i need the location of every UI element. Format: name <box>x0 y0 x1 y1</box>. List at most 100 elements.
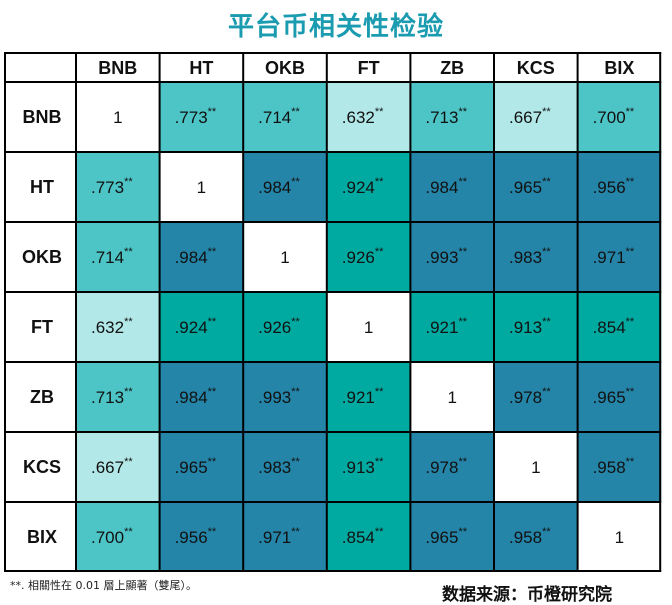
cell-ht-ht <box>159 152 244 222</box>
cell-value: 1 <box>531 458 540 477</box>
column-header-bnb: BNB <box>98 58 137 78</box>
correlation-value: .983 <box>509 248 542 267</box>
correlation-value: .632 <box>91 318 124 337</box>
significance-marker: ** <box>542 526 551 538</box>
cell-value: .667** <box>91 456 133 477</box>
correlation-value: .921 <box>342 388 375 407</box>
correlation-value: .965 <box>593 388 626 407</box>
significance-marker: ** <box>124 246 133 258</box>
significance-marker: ** <box>124 526 133 538</box>
cell-ft-bnb <box>76 292 160 362</box>
cell-okb-bix <box>577 222 662 292</box>
cell-value: .983** <box>258 456 300 477</box>
significance-marker: ** <box>375 386 384 398</box>
significance-marker: ** <box>208 456 217 468</box>
significance-marker: ** <box>208 246 217 258</box>
cell-value: .965** <box>509 176 551 197</box>
row-header-okb: OKB <box>22 247 62 267</box>
significance-marker: ** <box>542 176 551 188</box>
significance-marker: ** <box>124 176 133 188</box>
cell-value: .921** <box>342 386 384 407</box>
correlation-value: .926 <box>258 318 291 337</box>
correlation-value: .713 <box>91 388 124 407</box>
correlation-value: .714 <box>91 248 124 267</box>
correlation-value: .632 <box>342 108 375 127</box>
significance-marker: ** <box>291 526 300 538</box>
cell-ft-bix <box>577 292 662 362</box>
cell-value: .773** <box>175 106 217 127</box>
cell-ft-ht <box>159 292 244 362</box>
correlation-value: .714 <box>258 108 291 127</box>
cell-value: .983** <box>509 246 551 267</box>
correlation-value: .965 <box>425 528 458 547</box>
cell-value: 1 <box>280 248 289 267</box>
cell-value: .965** <box>593 386 635 407</box>
cell-value: .700** <box>91 526 133 547</box>
cell-value: .993** <box>425 246 467 267</box>
cell-zb-ht <box>159 362 244 432</box>
correlation-value: .700 <box>593 108 626 127</box>
significance-marker: ** <box>208 316 217 328</box>
cell-value: .913** <box>342 456 384 477</box>
correlation-value: .958 <box>509 528 542 547</box>
correlation-value: .854 <box>593 318 626 337</box>
cell-value: .984** <box>175 386 217 407</box>
cell-bnb-kcs <box>494 82 578 152</box>
correlation-value: .965 <box>175 458 208 477</box>
cell-value: .854** <box>342 526 384 547</box>
significance-marker: ** <box>542 316 551 328</box>
significance-marker: ** <box>542 106 551 118</box>
significance-marker: ** <box>375 106 384 118</box>
row-header-bnb: BNB <box>23 107 62 127</box>
cell-value: .993** <box>258 386 300 407</box>
correlation-value: .983 <box>258 458 291 477</box>
cell-bix-ft <box>326 502 411 572</box>
correlation-value: .984 <box>175 248 208 267</box>
cell-value: .854** <box>593 316 635 337</box>
cell-ft-okb <box>243 292 327 362</box>
significance-marker: ** <box>458 316 467 328</box>
cell-okb-ft <box>326 222 411 292</box>
cell-okb-kcs <box>494 222 578 292</box>
cell-okb-okb <box>243 222 327 292</box>
cell-value: .956** <box>593 176 635 197</box>
correlation-value: .958 <box>593 458 626 477</box>
cell-kcs-ht <box>159 432 244 502</box>
correlation-value: 1 <box>113 108 122 127</box>
significance-marker: ** <box>291 386 300 398</box>
significance-marker: ** <box>208 386 217 398</box>
cell-ft-kcs <box>494 292 578 362</box>
significance-marker: ** <box>291 106 300 118</box>
correlation-value: 1 <box>364 318 373 337</box>
cell-zb-kcs <box>494 362 578 432</box>
cell-ft-ft <box>326 292 411 362</box>
correlation-value: 1 <box>447 388 456 407</box>
correlation-matrix: BNB HT OKB FT ZB KCS BIX BNB 1.773** .714** .632**… <box>4 52 668 572</box>
cell-value: .667** <box>509 106 551 127</box>
correlation-value: .993 <box>425 248 458 267</box>
cell-bnb-ft <box>326 82 411 152</box>
significance-marker: ** <box>291 316 300 328</box>
cell-value: 1 <box>113 108 122 127</box>
cell-ht-bnb <box>76 152 160 222</box>
cell-zb-okb <box>243 362 327 432</box>
cell-zb-bix <box>577 362 662 432</box>
correlation-value: .667 <box>91 458 124 477</box>
cell-value: .713** <box>425 106 467 127</box>
cell-kcs-bnb <box>76 432 160 502</box>
cell-value: .971** <box>593 246 635 267</box>
cell-value: .978** <box>509 386 551 407</box>
cell-value: 1 <box>447 388 456 407</box>
column-header-ft: FT <box>358 58 380 78</box>
cell-bix-kcs <box>494 502 578 572</box>
significance-marker: ** <box>375 246 384 258</box>
cell-kcs-ft <box>326 432 411 502</box>
significance-marker: ** <box>124 386 133 398</box>
significance-marker: ** <box>542 246 551 258</box>
significance-marker: ** <box>458 106 467 118</box>
cell-value: .926** <box>342 246 384 267</box>
cell-value: .978** <box>425 456 467 477</box>
correlation-value: .700 <box>91 528 124 547</box>
cell-bix-zb <box>410 502 494 572</box>
